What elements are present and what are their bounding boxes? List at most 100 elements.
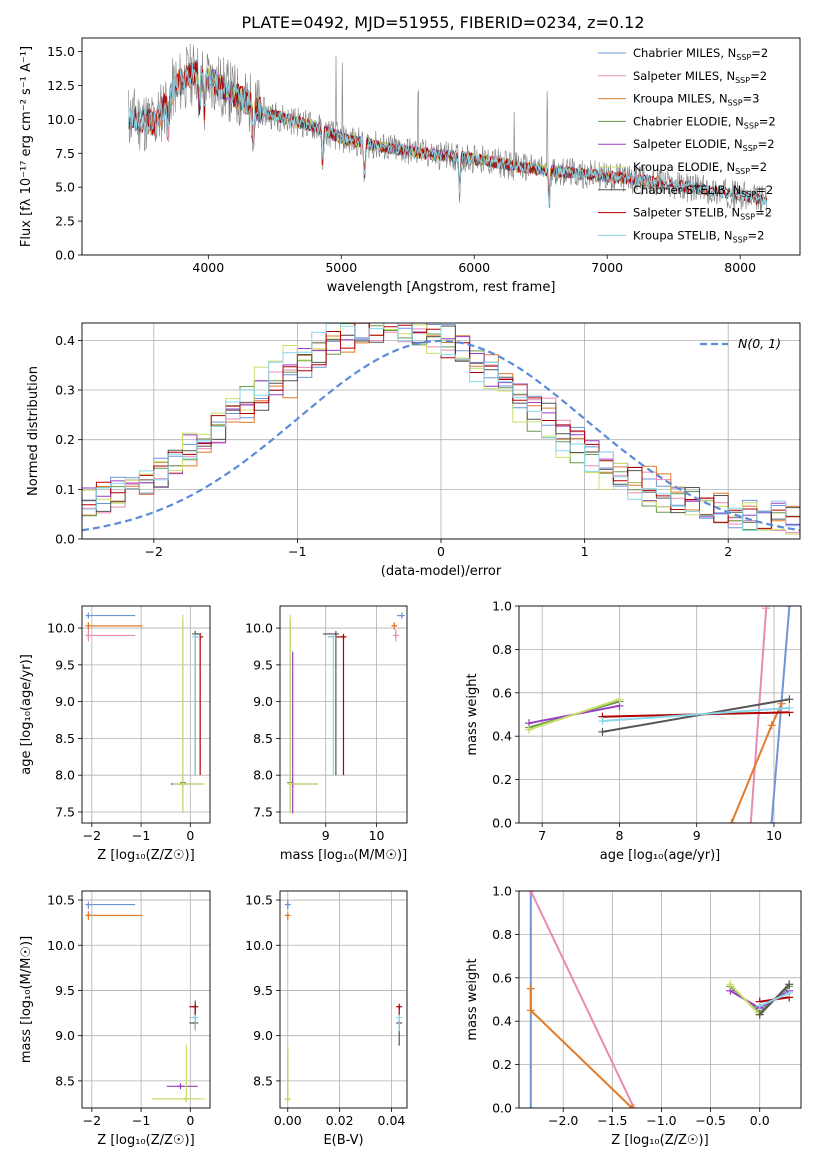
y-tick-label: 9.5 <box>253 983 273 998</box>
errorbar-point <box>192 633 201 776</box>
errorbar-point <box>391 622 398 630</box>
errorbar-point <box>85 912 143 920</box>
y-tick-label: 9.0 <box>55 1028 75 1043</box>
y-tick-label: 10.5 <box>47 893 75 908</box>
weight-vs-Z-grid <box>519 890 801 1109</box>
spectrum-xlabel: wavelength [Angstrom, rest frame] <box>327 280 556 295</box>
legend-label: Salpeter STELIB, NSSP=2 <box>633 206 772 222</box>
errorbar-point <box>284 912 291 920</box>
y-tick-label: 1.0 <box>492 884 512 899</box>
residuals-xlabel: (data-model)/error <box>381 564 502 579</box>
age-vs-Z-axes: −2 −1 0 7.5 8.0 8.5 9.0 9.5 10.0 Z [log₁₀(Z/Z☉)] a… <box>19 606 210 863</box>
x-tick-label: 9 <box>322 828 330 843</box>
y-tick-label: 7.5 <box>253 804 273 819</box>
figure-title: PLATE=0492, MJD=51955, FIBERID=0234, z=0… <box>241 13 644 32</box>
legend-label: Kroupa MILES, NSSP=3 <box>633 92 759 108</box>
gaussian-curve <box>82 339 800 532</box>
age-vs-Z-xlabel: Z [log₁₀(Z/Z☉)] <box>97 848 194 863</box>
mass-vs-ebv-grid <box>280 891 407 1108</box>
y-tick-label: 0.0 <box>55 532 75 547</box>
mass-vs-ebv-axes: 0.00 0.02 0.04 8.5 9.0 9.5 10.0 10.5 E(B-V) <box>245 891 407 1148</box>
x-tick-label: 0.02 <box>326 1113 354 1128</box>
y-tick-label: 1.0 <box>492 599 512 614</box>
y-tick-label: 0.3 <box>55 383 75 398</box>
residuals-legend: N(0, 1) <box>700 336 781 351</box>
y-tick-label: 0.0 <box>492 1101 512 1116</box>
y-tick-label: 9.0 <box>253 1028 273 1043</box>
errorbar-point <box>85 901 136 910</box>
y-tick-label: 0.6 <box>492 970 512 985</box>
y-tick-label: 8.5 <box>55 1073 75 1088</box>
weight-series <box>525 695 624 734</box>
legend-label: Salpeter ELODIE, NSSP=2 <box>633 137 775 153</box>
y-tick-label: 8.5 <box>55 731 75 746</box>
y-tick-label: 0.2 <box>55 432 75 447</box>
legend-label: Kroupa STELIB, NSSP=2 <box>633 228 764 244</box>
y-tick-label: 8.5 <box>253 731 273 746</box>
spectrum-frame <box>81 37 801 256</box>
age-vs-Z-grid <box>82 606 210 823</box>
weight-vs-Z-axes: −2.0 −1.5 −1.0 −0.5 0.0 0.0 0.2 0.4 0.6 0.8 1.0 Z [… <box>465 884 801 1148</box>
weight-series <box>598 695 794 736</box>
weight-vs-Z-ticks: −2.0 −1.5 −1.0 −0.5 0.0 0.0 0.2 0.4 0.6 0.8 1.0 <box>492 884 770 1129</box>
y-tick-label: 0.2 <box>492 1057 512 1072</box>
x-tick-label: 0 <box>437 544 445 559</box>
age-vs-Z-points <box>85 612 206 814</box>
errorbar-point <box>392 629 399 642</box>
x-tick-label: 1 <box>581 544 589 559</box>
errorbar-point <box>85 629 136 642</box>
y-tick-label: 7.5 <box>55 804 75 819</box>
x-tick-label: 4000 <box>192 260 224 275</box>
mass-vs-Z-frame <box>81 890 211 1109</box>
x-tick-label: −2 <box>83 1113 101 1128</box>
y-tick-label: 0.1 <box>55 482 75 497</box>
age-vs-Z-ticks: −2 −1 0 7.5 8.0 8.5 9.0 9.5 10.0 <box>47 621 194 843</box>
weight-vs-Z-lines <box>526 891 794 1108</box>
y-tick-label: 0.4 <box>55 333 75 348</box>
histogram-series <box>82 323 800 531</box>
mass-vs-ebv-xlabel: E(B-V) <box>323 1133 363 1148</box>
age-vs-mass-ticks: 9 10 7.5 8.0 8.5 9.0 9.5 10.0 <box>245 621 384 843</box>
y-tick-label: 10.0 <box>47 938 75 953</box>
spectrum-ylabel: Flux [fλ 10⁻¹⁷ erg cm⁻² s⁻¹ A⁻¹] <box>19 46 34 247</box>
weight-vs-age-frame <box>518 605 802 824</box>
x-tick-label: 9 <box>693 828 701 843</box>
y-tick-label: 9.5 <box>55 983 75 998</box>
x-tick-label: 10 <box>369 828 385 843</box>
y-tick-label: 5.0 <box>55 180 75 195</box>
legend-label: Chabrier MILES, NSSP=2 <box>633 46 768 62</box>
weight-series <box>526 891 638 1108</box>
observed-spectrum <box>128 43 768 215</box>
y-tick-label: 0.8 <box>492 927 512 942</box>
mass-vs-ebv-ticks: 0.00 0.02 0.04 8.5 9.0 9.5 10.0 10.5 <box>245 893 405 1128</box>
y-tick-label: 9.0 <box>253 694 273 709</box>
legend-label: Kroupa ELODIE, NSSP=2 <box>633 160 767 176</box>
age-vs-Z-ylabel: age [log₁₀(age/yr)] <box>19 654 34 775</box>
spectrum-legend: Chabrier MILES, NSSP=2 Salpeter MILES, NS… <box>598 46 776 244</box>
x-tick-label: −1 <box>288 544 306 559</box>
errorbar-point <box>85 622 143 630</box>
spectrum-ticks: 4000 5000 6000 7000 8000 0.0 2.5 5.0 7.5 10.0 12.5… <box>47 44 756 275</box>
errorbar-point <box>189 1014 199 1032</box>
y-tick-label: 8.0 <box>55 768 75 783</box>
age-vs-Z-frame <box>81 605 211 824</box>
errorbar-point <box>396 1014 403 1032</box>
y-tick-label: 12.5 <box>47 78 75 93</box>
x-tick-label: −0.5 <box>695 1113 725 1128</box>
model-spectrum <box>128 62 768 205</box>
x-tick-label: −1.0 <box>646 1113 676 1128</box>
weight-series <box>598 703 794 726</box>
weight-vs-age-ylabel: mass weight <box>465 673 480 755</box>
mass-vs-Z-ylabel: mass [log₁₀(M/M☉)] <box>19 936 34 1063</box>
weight-series <box>767 606 794 823</box>
y-tick-label: 8.5 <box>253 1073 273 1088</box>
mass-vs-ebv-frame <box>279 890 408 1109</box>
errorbar-point <box>284 1044 291 1102</box>
legend-label: Chabrier STELIB, NSSP=2 <box>633 183 773 199</box>
spectrum-axes: 4000 5000 6000 7000 8000 0.0 2.5 5.0 7.5 10.0 12.5… <box>19 44 756 295</box>
x-tick-label: 0.04 <box>378 1113 406 1128</box>
x-tick-label: −2 <box>83 828 101 843</box>
y-tick-label: 9.5 <box>253 657 273 672</box>
mass-vs-Z-grid <box>82 891 210 1108</box>
